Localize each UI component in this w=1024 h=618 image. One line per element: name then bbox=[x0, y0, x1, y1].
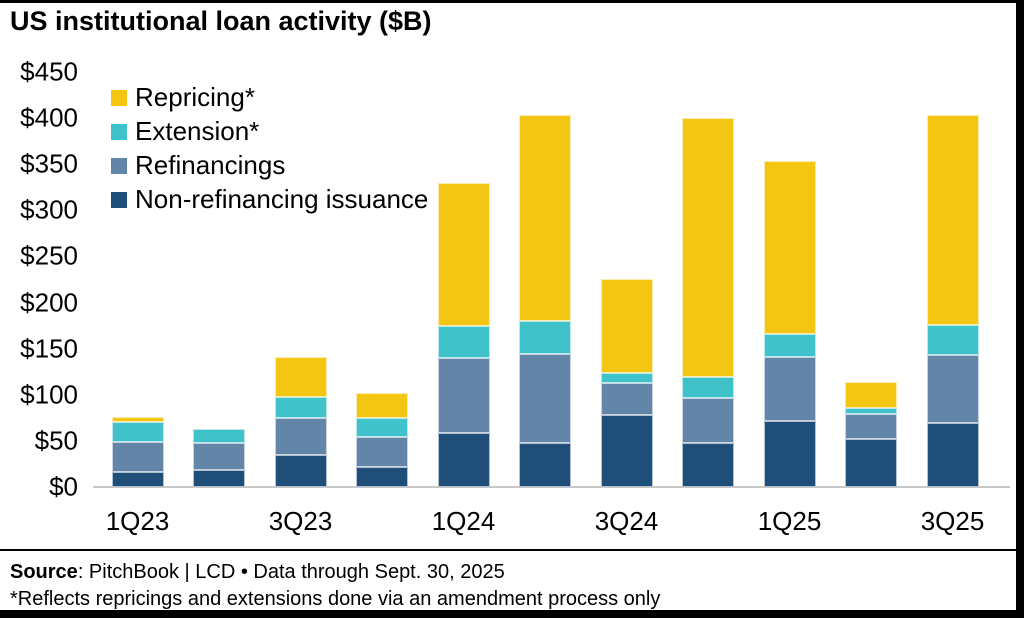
bar-segment bbox=[111, 441, 164, 473]
stacked-bar-4q24 bbox=[682, 118, 734, 487]
bar-segment bbox=[193, 442, 245, 471]
border-bottom bbox=[0, 610, 1024, 618]
stacked-bar-2q23 bbox=[193, 428, 245, 487]
y-tick-label: $400 bbox=[20, 102, 78, 133]
legend-label: Extension* bbox=[135, 116, 260, 146]
bar-segment bbox=[926, 324, 979, 356]
bar-segment bbox=[763, 333, 816, 357]
bar-segment bbox=[437, 182, 490, 326]
stacked-bar-4q23 bbox=[356, 392, 408, 487]
y-tick-label: $0 bbox=[49, 471, 78, 502]
stacked-bar-1q23 bbox=[111, 416, 164, 487]
bar-segment bbox=[926, 423, 979, 487]
bar-segment bbox=[519, 442, 571, 487]
bar-segment bbox=[274, 396, 327, 418]
x-tick-label: 3Q25 bbox=[920, 506, 985, 536]
y-tick-label: $100 bbox=[20, 379, 78, 410]
bar-segment bbox=[356, 417, 408, 438]
bar-segment bbox=[356, 466, 408, 487]
bar-segment bbox=[111, 416, 164, 423]
bar-segment bbox=[519, 354, 571, 443]
bar-segment bbox=[274, 454, 327, 487]
divider-line bbox=[0, 549, 1016, 551]
x-axis-line bbox=[93, 486, 1010, 488]
bar-segment bbox=[193, 470, 245, 487]
bar-segment bbox=[682, 118, 734, 378]
legend-item: Refinancings bbox=[111, 152, 428, 179]
legend-swatch-icon bbox=[111, 123, 127, 140]
source-text: : PitchBook | LCD • Data through Sept. 3… bbox=[77, 561, 505, 583]
y-tick-label: $450 bbox=[20, 56, 78, 87]
stacked-bar-1q24 bbox=[437, 182, 490, 487]
stacked-bar-2q25 bbox=[845, 381, 897, 487]
legend-item: Repricing* bbox=[111, 84, 428, 111]
bar-segment bbox=[111, 472, 164, 487]
bar-segment bbox=[600, 372, 653, 383]
x-tick-label: 1Q23 bbox=[105, 506, 170, 536]
border-top bbox=[0, 0, 1024, 3]
bar-segment bbox=[600, 382, 653, 416]
source-label: Source bbox=[10, 561, 78, 583]
y-tick-label: $200 bbox=[20, 287, 78, 318]
bar-segment bbox=[682, 377, 734, 399]
bar-segment bbox=[519, 115, 571, 321]
y-tick-label: $300 bbox=[20, 194, 78, 225]
bar-segment bbox=[600, 278, 653, 373]
stacked-bar-3q25 bbox=[926, 115, 979, 487]
stacked-bar-1q25 bbox=[763, 161, 816, 487]
x-tick-label: 3Q23 bbox=[268, 506, 333, 536]
bar-segment bbox=[763, 356, 816, 421]
bar-segment bbox=[356, 392, 408, 418]
bar-segment bbox=[926, 115, 979, 325]
x-tick-label: 1Q24 bbox=[431, 506, 496, 536]
legend-label: Non-refinancing issuance bbox=[135, 184, 429, 214]
bar-segment bbox=[682, 442, 734, 487]
bar-segment bbox=[437, 432, 490, 487]
bar-segment bbox=[763, 161, 816, 334]
legend-label: Repricing* bbox=[135, 82, 255, 112]
bar-segment bbox=[763, 420, 816, 487]
stacked-bar-3q23 bbox=[274, 357, 327, 487]
bar-segment bbox=[437, 357, 490, 433]
y-tick-label: $150 bbox=[20, 333, 78, 364]
border-right bbox=[1016, 0, 1024, 618]
chart-title: US institutional loan activity ($B) bbox=[10, 6, 432, 36]
bar-segment bbox=[274, 417, 327, 455]
footnote: *Reflects repricings and extensions done… bbox=[10, 588, 661, 610]
legend-swatch-icon bbox=[111, 157, 127, 174]
legend-swatch-icon bbox=[111, 89, 127, 106]
legend-item: Non-refinancing issuance bbox=[111, 186, 428, 213]
x-tick-label: 3Q24 bbox=[594, 506, 659, 536]
stacked-bar-3q24 bbox=[600, 278, 653, 487]
y-tick-label: $250 bbox=[20, 240, 78, 271]
bar-segment bbox=[845, 381, 897, 408]
y-tick-label: $50 bbox=[34, 425, 78, 456]
bar-segment bbox=[519, 321, 571, 355]
legend-item: Extension* bbox=[111, 118, 428, 145]
bar-segment bbox=[600, 415, 653, 487]
x-tick-label: 1Q25 bbox=[757, 506, 822, 536]
bar-segment bbox=[845, 414, 897, 440]
stacked-bar-2q24 bbox=[519, 115, 571, 487]
y-tick-label: $350 bbox=[20, 148, 78, 179]
bar-segment bbox=[845, 439, 897, 487]
legend-label: Refinancings bbox=[135, 150, 286, 180]
bar-segment bbox=[274, 357, 327, 397]
legend: Repricing* Extension* Refinancings Non-refi… bbox=[111, 84, 428, 220]
bar-segment bbox=[926, 355, 979, 424]
legend-swatch-icon bbox=[111, 191, 127, 208]
source-line: Source: PitchBook | LCD • Data through S… bbox=[10, 561, 505, 584]
bar-segment bbox=[111, 422, 164, 442]
bar-segment bbox=[356, 437, 408, 467]
bar-segment bbox=[845, 407, 897, 415]
bar-segment bbox=[437, 325, 490, 358]
bar-segment bbox=[193, 428, 245, 443]
bar-segment bbox=[682, 398, 734, 443]
